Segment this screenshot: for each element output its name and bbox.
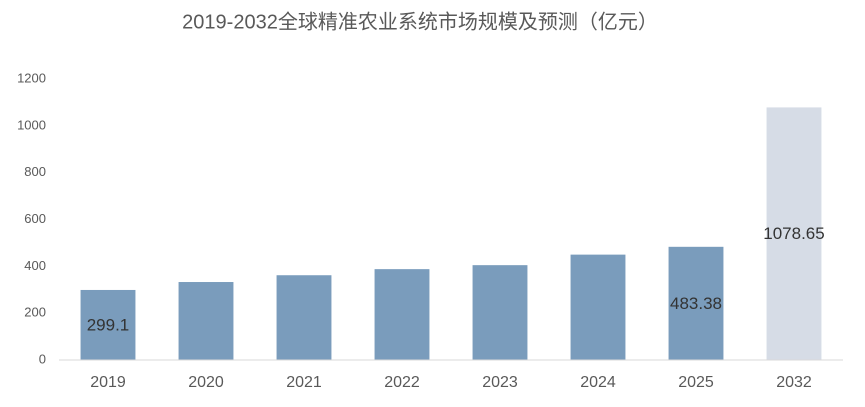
bar [766, 107, 822, 360]
x-tick-label: 2032 [776, 374, 812, 391]
y-tick-label: 1000 [17, 117, 46, 132]
x-tick-label: 2022 [384, 374, 420, 391]
value-label: 483.38 [670, 294, 722, 313]
y-tick-label: 400 [24, 258, 46, 273]
x-tick-label: 2019 [90, 374, 126, 391]
bar [178, 282, 234, 360]
value-label: 1078.65 [763, 224, 824, 243]
bar [570, 254, 626, 360]
y-tick-label: 600 [24, 211, 46, 226]
bar [668, 246, 724, 360]
x-tick-label: 2021 [286, 374, 322, 391]
bar [472, 265, 528, 360]
x-tick-label: 2020 [188, 374, 224, 391]
y-tick-label: 800 [24, 164, 46, 179]
y-tick-label: 1200 [17, 70, 46, 85]
y-tick-label: 0 [39, 351, 46, 366]
bar [374, 269, 430, 360]
x-tick-label: 2024 [580, 374, 616, 391]
value-label: 299.1 [87, 315, 130, 334]
x-tick-label: 2025 [678, 374, 714, 391]
bar [276, 275, 332, 360]
chart-title: 2019-2032全球精准农业系统市场规模及预测（亿元） [182, 10, 658, 33]
bar [80, 289, 136, 360]
x-tick-label: 2023 [482, 374, 518, 391]
y-tick-label: 200 [24, 305, 46, 320]
